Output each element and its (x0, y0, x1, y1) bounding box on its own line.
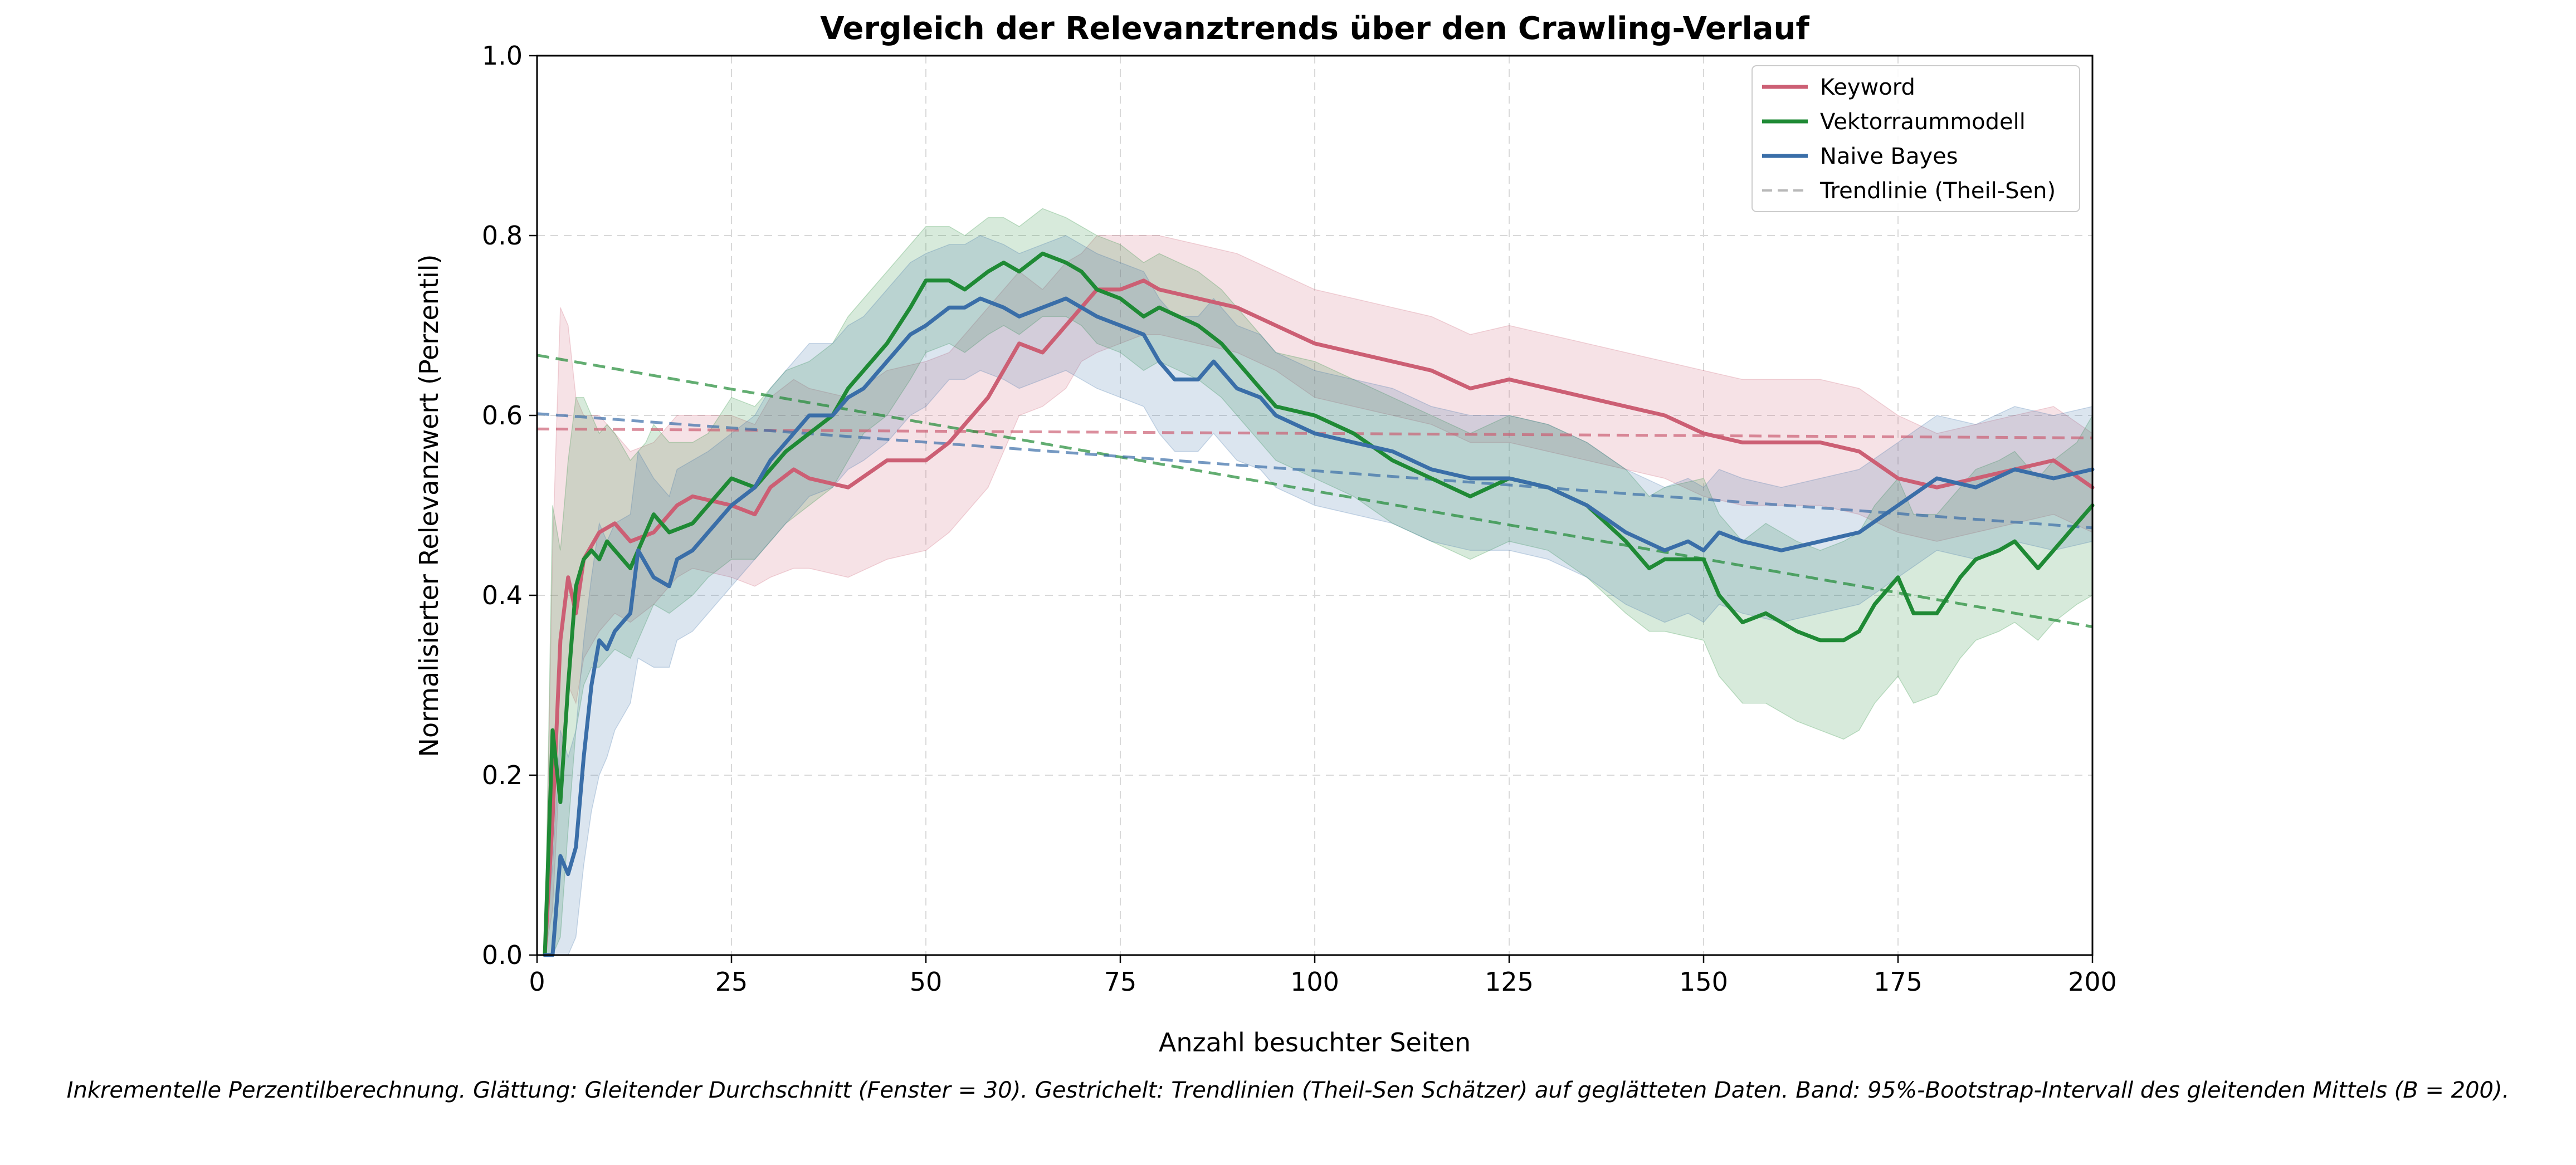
y-tick-label: 0.8 (482, 221, 523, 251)
legend: Keyword Vektorraummodell Naive Bayes Trendl… (1752, 65, 2080, 212)
series-lines (543, 251, 2095, 957)
legend-label: Naive Bayes (1820, 144, 1958, 169)
x-tick-label: 0 (529, 967, 545, 997)
trendline-naive-bayes (536, 412, 2093, 530)
x-tick-label: 125 (1485, 967, 1534, 997)
y-tick-label: 0.6 (482, 400, 523, 430)
x-tick-label: 100 (1290, 967, 1339, 997)
legend-label: Keyword (1820, 75, 1915, 100)
x-tick-label: 150 (1679, 967, 1728, 997)
chart-title: Vergleich der Relevanztrends über den Cr… (820, 11, 1809, 47)
figure-caption: Inkrementelle Perzentilberechnung. Glätt… (66, 1078, 2510, 1103)
legend-box (1752, 65, 2080, 212)
axis-ticks: 0 25 50 75 100 125 150 175 200 0.0 0.2 0.4 0.6 0.8 1.0 (482, 41, 2117, 997)
y-tick-label: 0.4 (482, 580, 523, 610)
y-tick-label: 1.0 (482, 41, 523, 71)
series-line-naive-bayes (543, 296, 2095, 957)
series-line-vektorraummodell (543, 251, 2095, 957)
x-tick-label: 50 (910, 967, 943, 997)
trendline-vektorraummodell (536, 354, 2093, 628)
series-line-keyword (543, 278, 2095, 957)
x-tick-label: 75 (1104, 967, 1137, 997)
x-axis-label: Anzahl besuchter Seiten (1159, 1027, 1471, 1058)
x-tick-label: 175 (1874, 967, 1923, 997)
x-tick-label: 200 (2068, 967, 2117, 997)
legend-label: Vektorraummodell (1820, 109, 2026, 135)
y-tick-label: 0.0 (482, 940, 523, 970)
y-axis-label: Normalisierter Relevanzwert (Perzentil) (414, 254, 444, 757)
y-tick-label: 0.2 (482, 760, 523, 790)
legend-label: Trendlinie (Theil-Sen) (1819, 178, 2056, 204)
x-tick-label: 25 (715, 967, 748, 997)
